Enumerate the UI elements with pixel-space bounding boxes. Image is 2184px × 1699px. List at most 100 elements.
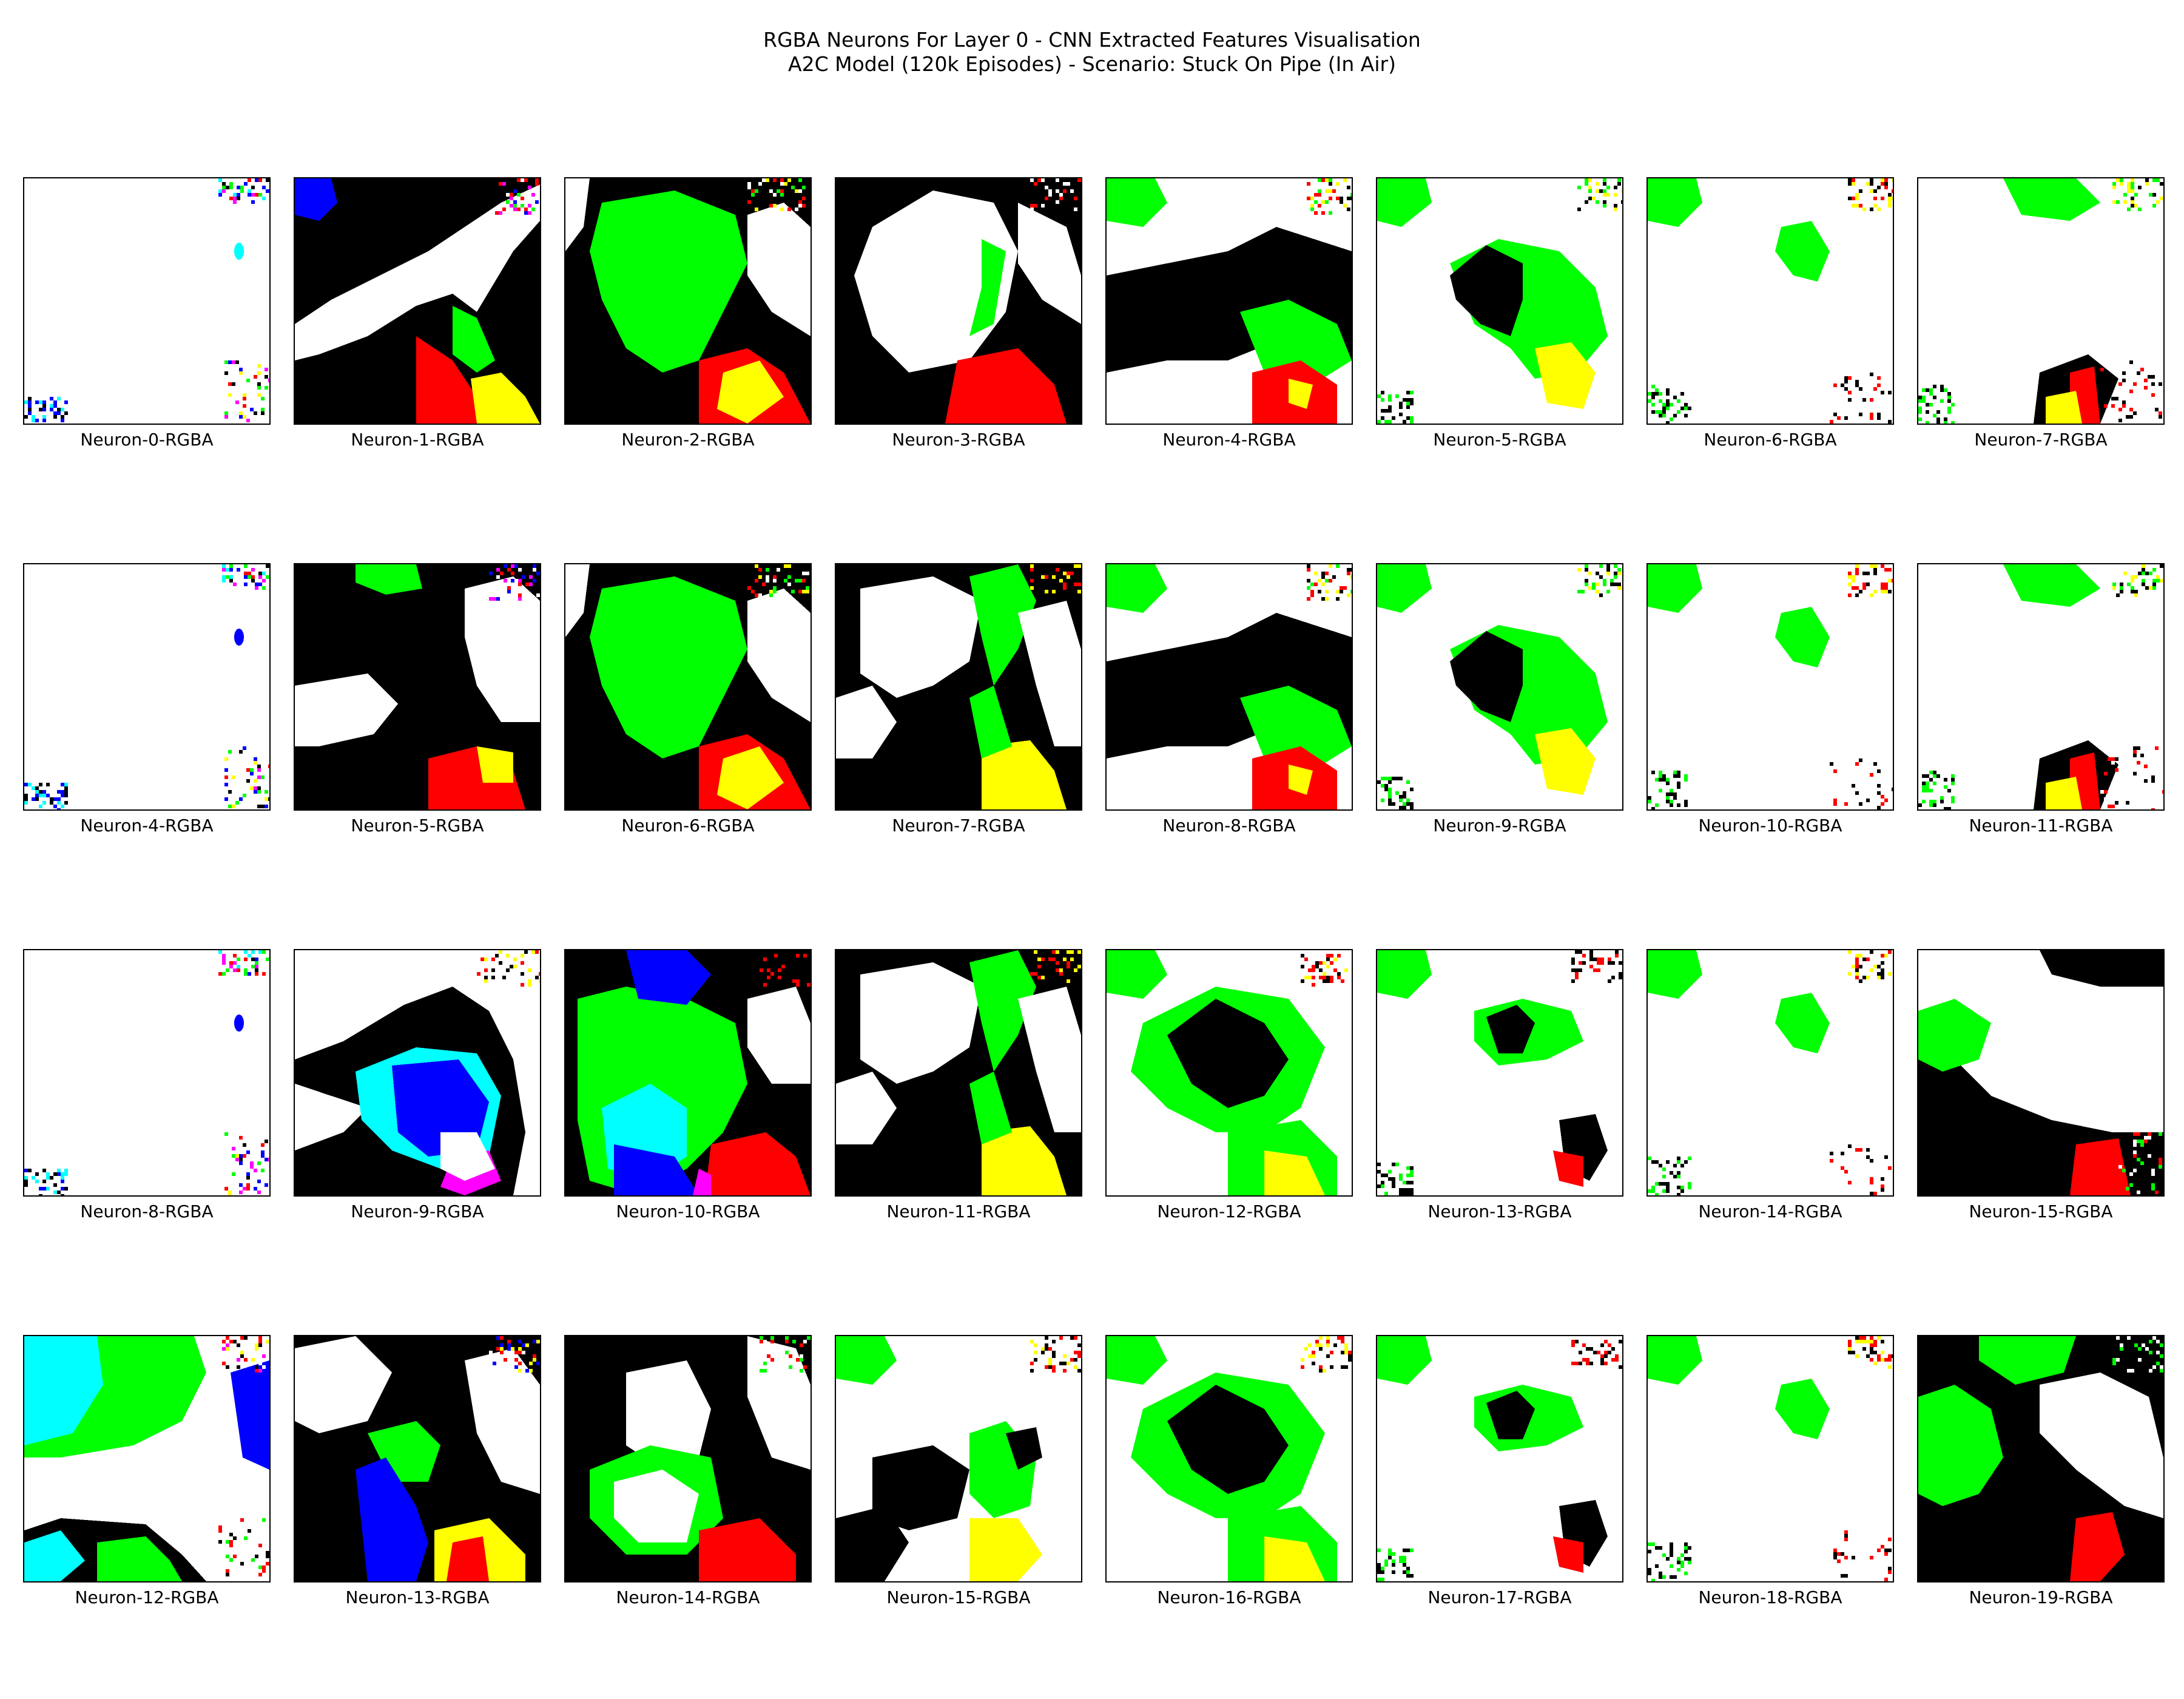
neuron-feature-map [1646,1335,1894,1582]
neuron-feature-map [1105,1335,1353,1582]
feature-map-image [1107,178,1352,424]
feature-map-image [295,178,540,424]
feature-map-image [24,178,269,424]
neuron-feature-map [1917,177,2165,425]
neuron-feature-map [1646,563,1894,811]
neuron-feature-map [835,563,1082,811]
neuron-feature-map [1376,1335,1623,1582]
feature-map-image [24,564,269,809]
neuron-label: Neuron-18-RGBA [1698,1587,1842,1607]
feature-map-image [1377,178,1622,424]
neuron-feature-map [23,177,271,425]
neuron-feature-map [1376,563,1623,811]
feature-map-image [836,178,1081,424]
feature-map-image [1648,1336,1893,1581]
neuron-label: Neuron-1-RGBA [351,430,484,450]
neuron-label: Neuron-3-RGBA [892,430,1025,450]
neuron-feature-map [835,1335,1082,1582]
neuron-feature-map [835,177,1082,425]
neuron-label: Neuron-9-RGBA [1433,816,1566,836]
neuron-label: Neuron-13-RGBA [1427,1201,1572,1221]
neuron-feature-map [294,949,541,1197]
neuron-label: Neuron-10-RGBA [616,1201,760,1221]
neuron-feature-map [1646,949,1894,1197]
neuron-label: Neuron-15-RGBA [886,1587,1031,1607]
neuron-label: Neuron-5-RGBA [351,816,484,836]
neuron-label: Neuron-14-RGBA [616,1587,760,1607]
feature-map-image [1918,564,2163,809]
feature-map-image [565,564,811,809]
feature-map-image [24,1336,269,1581]
feature-map-image [565,1336,811,1581]
neuron-label: Neuron-7-RGBA [892,816,1025,836]
neuron-feature-map [294,563,541,811]
neuron-label: Neuron-4-RGBA [1162,430,1296,450]
neuron-label: Neuron-16-RGBA [1157,1587,1301,1607]
neuron-label: Neuron-0-RGBA [80,430,214,450]
feature-map-image [1377,950,1622,1195]
neuron-feature-map [564,1335,812,1582]
neuron-feature-map [564,563,812,811]
feature-map-image [1377,1336,1622,1581]
neuron-label: Neuron-13-RGBA [345,1587,490,1607]
neuron-feature-map [294,177,541,425]
neuron-label: Neuron-17-RGBA [1427,1587,1572,1607]
feature-map-image [836,1336,1081,1581]
neuron-feature-map [835,949,1082,1197]
feature-map-image [1107,950,1352,1195]
neuron-label: Neuron-8-RGBA [1162,816,1296,836]
neuron-feature-map [564,949,812,1197]
feature-map-image [295,1336,540,1581]
neuron-label: Neuron-6-RGBA [1704,430,1837,450]
neuron-label: Neuron-9-RGBA [351,1201,484,1221]
neuron-label: Neuron-11-RGBA [886,1201,1031,1221]
neuron-feature-map [23,949,271,1197]
neuron-feature-map [1917,949,2165,1197]
feature-map-image [1918,950,2163,1195]
feature-map-image [295,950,540,1195]
neuron-label: Neuron-4-RGBA [80,816,214,836]
neuron-feature-map [23,563,271,811]
neuron-feature-map [1105,563,1353,811]
feature-map-image [565,178,811,424]
neuron-feature-map [23,1335,271,1582]
neuron-label: Neuron-19-RGBA [1969,1587,2113,1607]
neuron-label: Neuron-10-RGBA [1698,816,1842,836]
neuron-feature-map [1105,949,1353,1197]
neuron-label: Neuron-8-RGBA [80,1201,214,1221]
neuron-label: Neuron-7-RGBA [1974,430,2108,450]
neuron-feature-map [1917,1335,2165,1582]
feature-map-image [24,950,269,1195]
neuron-feature-map [1917,563,2165,811]
feature-map-image [1918,1336,2163,1581]
feature-map-image [1918,178,2163,424]
feature-map-image [836,564,1081,809]
feature-map-image [1648,564,1893,809]
feature-map-image [836,950,1081,1195]
neuron-feature-map [1105,177,1353,425]
neuron-label: Neuron-2-RGBA [621,430,755,450]
feature-map-image [295,564,540,809]
feature-map-image [1648,950,1893,1195]
neuron-label: Neuron-5-RGBA [1433,430,1566,450]
neuron-label: Neuron-15-RGBA [1969,1201,2113,1221]
feature-map-image [565,950,811,1195]
figure-title-line-1: RGBA Neurons For Layer 0 - CNN Extracted… [763,28,1421,52]
neuron-label: Neuron-11-RGBA [1969,816,2113,836]
feature-map-image [1648,178,1893,424]
feature-map-image [1107,564,1352,809]
neuron-label: Neuron-12-RGBA [75,1587,219,1607]
neuron-feature-map [1376,949,1623,1197]
neuron-label: Neuron-12-RGBA [1157,1201,1301,1221]
figure-title: RGBA Neurons For Layer 0 - CNN Extracted… [0,28,2184,76]
neuron-label: Neuron-14-RGBA [1698,1201,1842,1221]
neuron-feature-map [1376,177,1623,425]
neuron-feature-map [564,177,812,425]
feature-map-image [1377,564,1622,809]
figure-title-line-2: A2C Model (120k Episodes) - Scenario: St… [788,52,1396,76]
neuron-feature-map [294,1335,541,1582]
neuron-feature-map [1646,177,1894,425]
neuron-label: Neuron-6-RGBA [621,816,755,836]
feature-map-image [1107,1336,1352,1581]
